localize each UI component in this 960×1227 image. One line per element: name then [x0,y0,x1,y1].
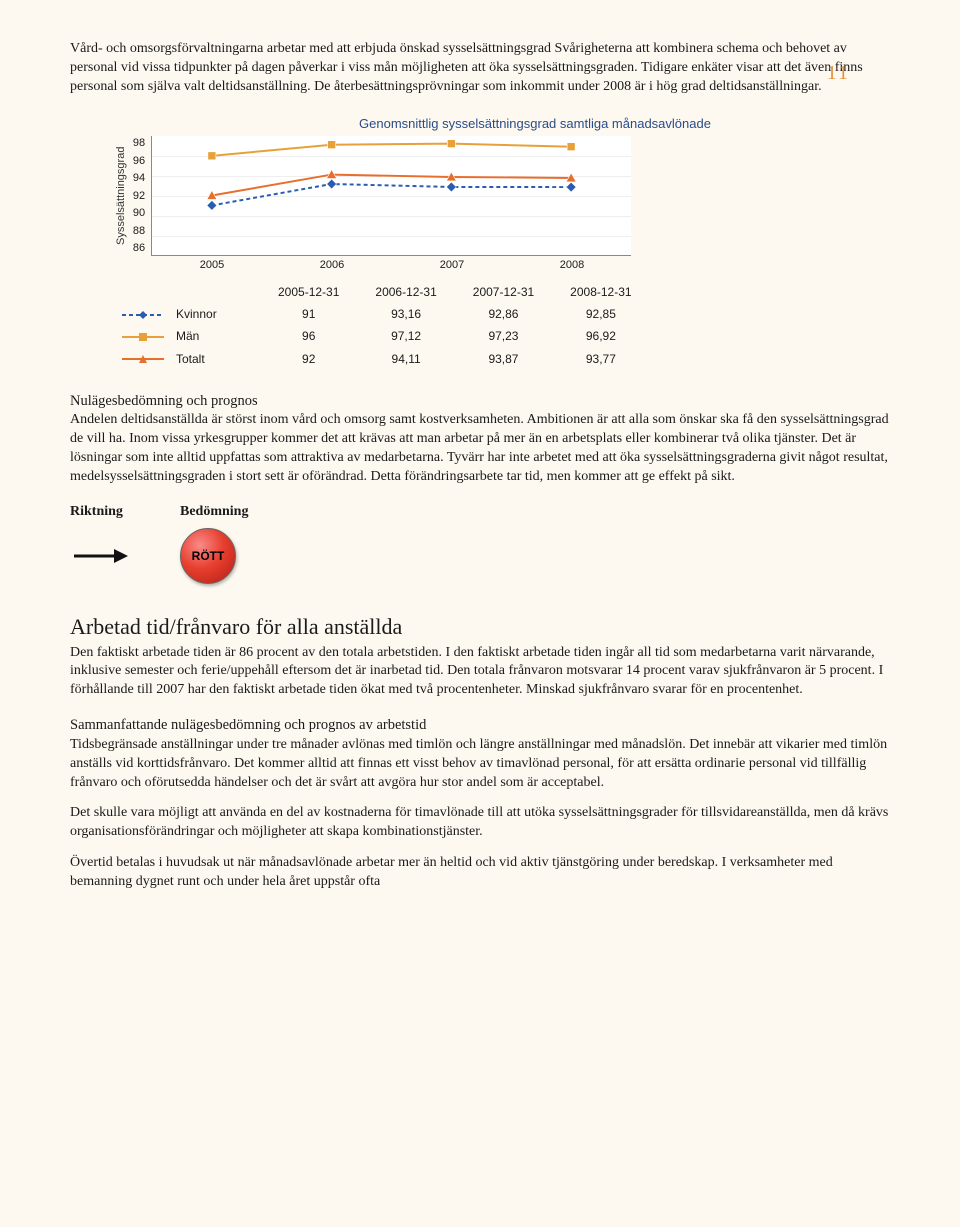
assessment-row: RÖTT [70,528,890,584]
table-header-cell [120,281,260,303]
table-header-cell: 2006-12-31 [357,281,454,303]
legend-marker-icon [120,330,166,344]
xtick: 2008 [512,258,632,273]
table-cell: 97,12 [357,325,454,347]
table-cell: 93,16 [357,303,454,325]
table-header-cell: 2008-12-31 [552,281,649,303]
table-row-label: Män [120,325,260,347]
direction-arrow-icon [70,544,180,568]
ytick: 92 [133,189,145,204]
col-bedomning: Bedömning [180,503,248,522]
table-cell: 96 [260,325,357,347]
summary-para-1: Tidsbegränsade anställningar under tre m… [70,736,890,793]
legend-marker-icon [120,352,166,366]
table-row-label: Totalt [120,348,260,370]
section2-paragraph: Den faktiskt arbetade tiden är 86 procen… [70,644,890,701]
status-badge-red: RÖTT [180,528,236,584]
assessment-header: Riktning Bedömning [70,503,890,522]
chart-yticks: 98 96 94 92 90 88 86 [133,136,151,256]
table-cell: 97,23 [455,325,552,347]
col-riktning: Riktning [70,503,180,522]
chart: Sysselsättningsgrad 98 96 94 92 90 88 86 [110,136,890,256]
ytick: 96 [133,154,145,169]
table-cell: 92,86 [455,303,552,325]
table-row-label: Kvinnor [120,303,260,325]
data-table: 2005-12-312006-12-312007-12-312008-12-31… [120,281,650,370]
ytick: 90 [133,206,145,221]
legend-marker-icon [120,308,166,322]
page-number: 11 [827,60,850,87]
table-cell: 92 [260,348,357,370]
table-cell: 92,85 [552,303,649,325]
table-cell: 91 [260,303,357,325]
summary-para-3: Övertid betalas i huvudsak ut när månads… [70,854,890,892]
table-header-cell: 2005-12-31 [260,281,357,303]
intro-paragraph: Vård- och omsorgsförvaltningarna arbetar… [70,40,890,97]
nulages-heading: Nulägesbedömning och prognos [70,392,890,412]
table-cell: 96,92 [552,325,649,347]
ytick: 94 [133,171,145,186]
chart-ylabel: Sysselsättningsgrad [110,136,133,256]
table-cell: 93,87 [455,348,552,370]
chart-title: Genomsnittlig sysselsättningsgrad samtli… [180,115,890,133]
ytick: 98 [133,136,145,151]
section2-heading: Arbetad tid/frånvaro för alla anställda [70,612,890,642]
xtick: 2005 [152,258,272,273]
summary-para-2: Det skulle vara möjligt att använda en d… [70,804,890,842]
table-cell: 94,11 [357,348,454,370]
status-badge-label: RÖTT [192,548,225,564]
table-cell: 93,77 [552,348,649,370]
summary-heading: Sammanfattande nulägesbedömning och prog… [70,716,890,736]
chart-xticks: 2005200620072008 [152,258,632,273]
chart-plot-area [151,136,631,256]
xtick: 2007 [392,258,512,273]
table-header-cell: 2007-12-31 [455,281,552,303]
nulages-paragraph: Andelen deltidsanställda är störst inom … [70,411,890,487]
ytick: 88 [133,224,145,239]
ytick: 86 [133,241,145,256]
xtick: 2006 [272,258,392,273]
